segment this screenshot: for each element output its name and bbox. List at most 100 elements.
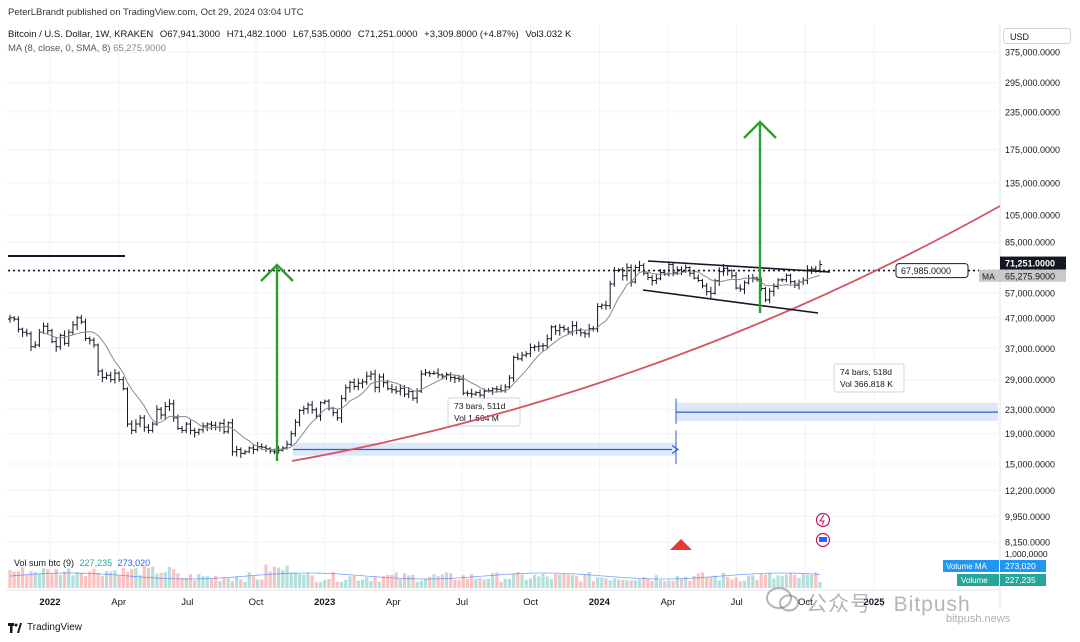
volume-bar [310,575,314,588]
volume-bar [58,574,62,588]
target-arrow-2-head [743,120,777,139]
ohlc-bar [133,419,138,433]
volume-bar [201,576,205,588]
ohlc-bar [478,389,483,398]
volume-bar [600,577,604,588]
volume-bar [818,581,822,588]
time-tick-label: Jul [456,597,468,608]
time-tick-label: Jul [181,597,193,608]
volume-bar [688,581,692,588]
volume-ma-line [9,572,821,580]
ohlc-bar [243,449,248,455]
date-price-ranges[interactable]: 73 bars, 511d Vol 1.604 M 74 bars, 518d Vol… [293,363,998,464]
volume-bar [595,577,600,588]
footer-brand[interactable]: TradingView [8,622,82,633]
ohlc-bar [507,375,512,389]
ohlc-bar [700,278,705,289]
volume-bar [696,573,700,588]
volume-bar [96,572,100,588]
volume-ma-tag-label: Volume MA [946,562,988,571]
volume-bar [570,575,574,588]
price-tick-label: 19,000.0000 [1005,429,1055,439]
volume-ma-tag [943,560,999,572]
volume-bar [428,576,432,588]
volume-bar [679,578,684,588]
volume-bar [41,568,46,588]
ohlc-bar [574,321,579,335]
ohlc-bar [289,430,294,446]
volume-bar [658,580,663,588]
volume-bar [83,575,88,588]
tradingview-logo-icon [8,622,22,633]
volume-bar [100,575,104,588]
ohlc-bar [322,399,327,405]
ohlc-bar [394,385,399,394]
volume-bar [104,571,109,588]
currency-selector[interactable]: USD [1003,28,1071,44]
range-label-2-vol: Vol 366.818 K [840,379,893,389]
volume-bar [763,574,768,588]
ohlc-bar [12,316,17,322]
ohlc-bar [788,273,793,285]
high-value: H71,482.1000 [226,29,287,40]
volume-bar [365,577,369,588]
volume-bar [717,580,721,588]
ohlc-bar [755,276,760,282]
volume-bar [516,572,520,588]
volume-bar [486,578,491,588]
flag-event-glyph [819,537,827,542]
ohlc-bar [305,402,310,414]
ohlc-bar [234,445,239,457]
volume-tag [957,574,999,586]
ohlc-bar [570,320,575,336]
volume-bar [88,571,92,588]
volume-bar [335,581,339,588]
volume-bar [604,578,608,588]
volume-bar [814,572,818,588]
volume-bar [419,580,423,588]
ohlc-bar [431,370,436,375]
drawings[interactable] [8,120,1001,550]
ohlc-bar [423,368,428,376]
volume-bar [386,574,390,588]
volume-value: 227,235 [1005,575,1036,585]
ohlc-bar [79,314,84,325]
volume-bar [709,576,713,588]
change-value: +3,309.8000 (+4.87%) [424,29,519,40]
volume-bar [79,573,83,588]
ohlc-bar [259,443,264,449]
price-tick-label: 12,200.0000 [1005,486,1055,496]
volume-ma-value: 273,020 [1005,561,1036,571]
volume-bar [625,580,629,588]
volume-bar [650,580,654,588]
ohlc-bar [805,265,810,285]
ohlc-bar [209,421,214,430]
ohlc-bar [58,333,63,350]
ohlc-bar [226,421,231,434]
volume-bar [663,581,667,588]
volume-legend-ma-value: 273,020 [117,558,151,568]
volume-bar [20,567,25,588]
ohlc-bar [381,373,386,388]
ohlc-bar [188,420,193,435]
volume-bar [772,578,776,588]
time-axis: 2022 Apr Jul Oct 2023 Apr Jul Oct 2024 Apr Jul Oct 2… [39,597,885,608]
volume-bar [92,568,96,588]
volume-bar [465,579,470,588]
range-label-2-box [833,363,905,393]
volume-bars [8,564,822,588]
target-arrow-1-head [260,263,294,282]
volume-bar [591,580,595,588]
volume-bar [537,576,541,588]
volume-bar [734,577,738,588]
volume-bar [432,574,436,588]
ohlc-bar [54,336,59,352]
ohlc-bar [587,323,592,338]
open-value: O67,941.3000 [159,29,221,40]
ohlc-bar [465,390,470,397]
volume-bar [306,573,310,588]
flag-lower-line [642,289,819,314]
volume-bar [730,579,734,588]
volume-bar [541,573,545,588]
